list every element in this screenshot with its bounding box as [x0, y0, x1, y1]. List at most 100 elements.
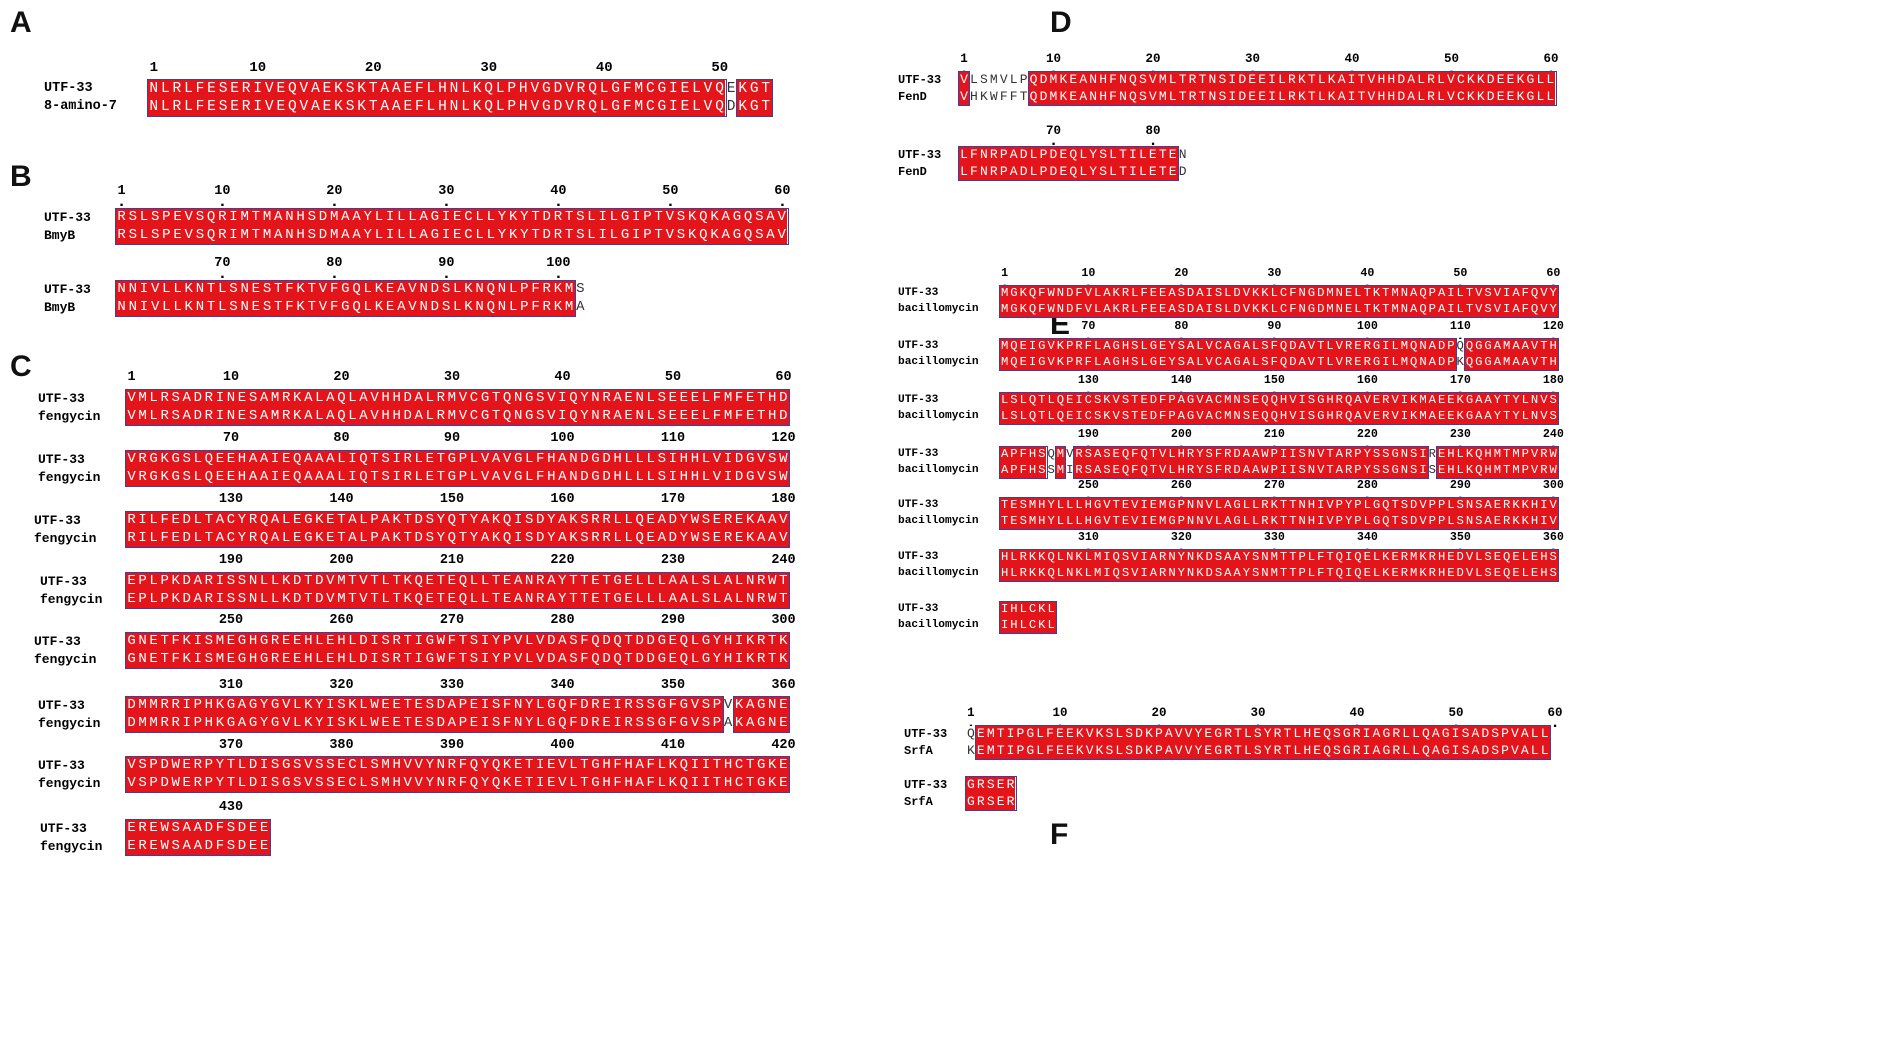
residue: S [324, 774, 336, 792]
residue: A [1102, 301, 1112, 318]
residue: S [1176, 286, 1186, 302]
residue: H [1436, 565, 1447, 582]
residue: A [512, 590, 524, 608]
residue: I [258, 757, 270, 775]
residue: P [148, 774, 160, 792]
residue: Q [446, 512, 458, 530]
residue: Q [1420, 742, 1431, 759]
residue: Y [496, 226, 508, 244]
residue: L [689, 633, 701, 651]
residue: E [1064, 742, 1075, 759]
position-tick: 320 [329, 678, 353, 693]
residue: D [667, 529, 679, 547]
residue: D [1148, 408, 1159, 425]
residue: S [1409, 462, 1419, 479]
residue: T [601, 573, 613, 591]
residue: S [1176, 354, 1186, 371]
residue: A [1204, 408, 1214, 425]
residue: A [556, 512, 568, 530]
residue: E [402, 80, 414, 98]
residue: V [776, 209, 788, 227]
residue: T [711, 774, 723, 792]
sequence-name: bacillomycin [898, 409, 979, 422]
residue: I [346, 468, 358, 486]
residue: W [1046, 286, 1056, 302]
residue: S [1474, 513, 1484, 530]
residue: Y [496, 209, 508, 227]
residue: L [1065, 498, 1075, 514]
residue: L [645, 468, 657, 486]
residue: Y [1511, 393, 1521, 409]
residue: Q [678, 633, 690, 651]
position-tick: 130 [1078, 373, 1099, 387]
residue: A [556, 650, 568, 668]
residue: L [523, 468, 535, 486]
residue: L [1018, 408, 1028, 425]
residue: D [1232, 286, 1242, 302]
residue: L [258, 590, 270, 608]
sequence-name: UTF-33 [898, 551, 939, 563]
residue: N [1118, 88, 1128, 105]
residue: G [678, 697, 690, 715]
residue: L [269, 590, 281, 608]
residue: S [1018, 498, 1028, 514]
residue: G [609, 98, 622, 116]
residue: G [1483, 354, 1493, 371]
residue: R [755, 590, 767, 608]
residue: A [722, 590, 734, 608]
residue: H [678, 451, 690, 469]
residue: Q [1127, 72, 1138, 89]
residue: L [1114, 742, 1125, 759]
residue: C [225, 529, 237, 547]
residue: A [1195, 301, 1205, 318]
residue: Q [1334, 550, 1344, 566]
residue: A [236, 714, 248, 732]
residue: T [225, 774, 237, 792]
residue: M [988, 72, 999, 89]
residue: F [446, 633, 458, 651]
residue: K [567, 512, 579, 530]
residue: H [302, 650, 314, 668]
residue: I [1418, 447, 1428, 463]
residue: L [280, 512, 292, 530]
residue: A [479, 512, 491, 530]
residue: M [239, 209, 251, 227]
residue: S [1124, 742, 1135, 759]
residue: Q [1322, 742, 1332, 759]
residue: R [975, 777, 986, 794]
residue: T [435, 573, 447, 591]
residue: S [1409, 447, 1419, 463]
position-tick: 350 [661, 678, 685, 693]
residue: I [1027, 354, 1038, 371]
residue: V [1362, 408, 1372, 425]
residue: P [641, 209, 653, 227]
residue: E [380, 714, 392, 732]
residue: Q [1111, 565, 1121, 582]
residue: M [1048, 72, 1059, 89]
residue: S [170, 407, 182, 425]
residue: G [1316, 408, 1326, 425]
residue: E [324, 529, 336, 547]
residue: F [1045, 726, 1056, 743]
residue: V [457, 407, 469, 425]
residue: K [1195, 565, 1205, 582]
residue: I [1000, 602, 1010, 618]
residue: Y [1088, 147, 1099, 164]
residue: K [766, 757, 778, 775]
residue: E [1446, 550, 1456, 566]
residue: D [1048, 163, 1059, 180]
residue: R [541, 298, 553, 316]
residue: I [667, 468, 679, 486]
residue: V [1158, 462, 1168, 479]
residue: T [402, 714, 414, 732]
residue: S [1455, 498, 1465, 514]
residue: T [1148, 462, 1159, 479]
residue: V [689, 714, 701, 732]
residue: T [777, 573, 789, 591]
residue: V [777, 512, 789, 530]
sequence-name: UTF-33 [898, 603, 939, 615]
residue: E [1058, 147, 1069, 164]
residue: Q [258, 512, 270, 530]
residue: I [1065, 462, 1075, 479]
residue: N [1334, 286, 1344, 302]
